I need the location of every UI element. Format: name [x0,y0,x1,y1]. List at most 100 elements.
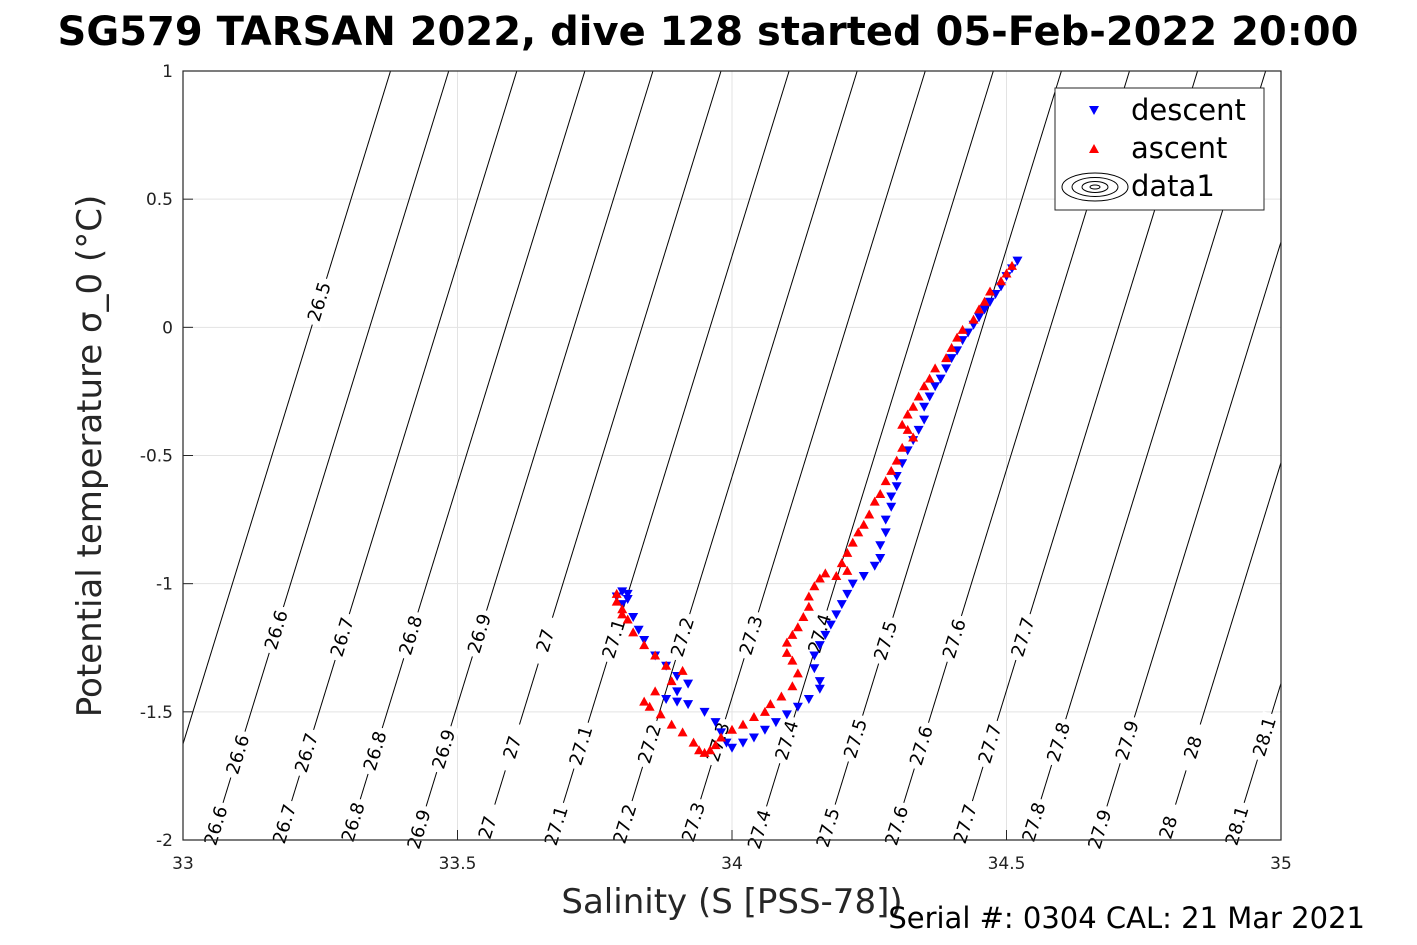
ascent-point [798,611,809,621]
y-tick-label: -1 [156,575,173,595]
descent-point [814,641,825,651]
isopycnal-26.9 [415,71,654,840]
ascent-point [952,332,963,342]
ascent-point [853,527,864,537]
ascent-point [617,609,628,619]
ascent-point [737,719,748,729]
descent-point [831,610,842,620]
data-series [611,256,1023,757]
isopycnal-label-bottom-gap [200,800,232,852]
ascent-point [748,711,759,721]
ascent-point [787,629,798,639]
descent-point [842,589,853,599]
legend-data1-icon [1061,172,1129,202]
ascent-point [639,696,650,706]
descent-point [880,515,891,525]
isopycnal-label-middle-gap [222,728,254,781]
isopycnal-label-bottom-gap [403,803,435,855]
descent-point [683,700,694,710]
legend-descent-marker [1089,106,1099,115]
isopycnal-label-middle-gap [771,714,803,766]
ascent-point [930,363,941,373]
descent-point [622,589,633,599]
ascent-point [781,647,792,657]
ascent-point [968,314,979,324]
descent-point [820,630,831,640]
ascent-point [644,701,655,711]
isopycnal-27.5 [823,71,1062,840]
ascent-point [869,496,880,506]
descent-point [748,733,759,743]
ascent-point [820,568,831,578]
ascent-point [699,747,710,757]
descent-point [759,725,770,735]
isopycnal-label-middle-gap [1177,721,1209,774]
isopycnal-label-middle-gap [565,720,597,772]
ascent-point [941,353,952,363]
descent-point [672,687,683,697]
descent-point [847,579,858,589]
descent-point [633,625,644,635]
ascent-point [1001,268,1012,278]
isopycnal-label-middle-gap [702,716,734,768]
descent-point [858,571,869,581]
ascent-point [666,719,677,729]
legend-ascent-marker [1089,144,1099,153]
ascent-point [913,391,924,401]
descent-point [814,677,825,687]
ascent-point [946,342,957,352]
descent-point [617,587,628,597]
ascent-point [716,732,727,742]
isopycnal-28 [1164,460,1281,840]
ascent-point [809,581,820,591]
isopycnal-label-middle-gap [905,720,938,772]
descent-point [875,541,886,551]
isopycnal-label-middle-gap [290,727,323,779]
isopycnal-label-middle-gap [1111,714,1143,766]
descent-point [727,743,737,753]
isopycnal-label-top-gap [598,613,630,665]
isopycnal-label-bottom-gap [1018,796,1050,848]
isopycnal-label-middle-gap [1248,711,1281,763]
ascent-point [974,304,985,314]
ascent-point [897,419,908,429]
y-axis-ticks: 1 0.5 0 -0.5 -1 -1.5 -2 [140,62,193,851]
legend: descent ascent data1 [1054,87,1265,211]
ascent-point [776,691,787,701]
isopycnal-label-middle-gap [359,725,391,777]
descent-point [941,364,952,374]
descent-point [886,492,897,502]
isopycnal-label-top-gap [870,615,902,667]
y-axis-label: Potential temperature σ_0 (°C) [70,195,110,718]
isopycnal-27 [483,71,722,840]
ascent-point [842,547,853,557]
descent-point [622,595,633,605]
descent-point [672,697,683,707]
isopycnal-label-top-gap [326,611,358,663]
ascent-point [710,740,721,750]
isopycnal-27.3 [687,71,926,840]
ascent-point [803,601,814,611]
ascent-point [787,681,798,691]
isopycnal-labels: 26.6 26.7 26.8 26.9 27 27.1 27.2 27.3 27.4 27.5 27… [200,276,1281,855]
isopycnal-label-top-gap [938,613,971,665]
descent-point [880,528,891,538]
isopycnal-label-bottom-gap [609,798,641,850]
ascent-point [847,537,858,547]
descent-point [875,554,886,564]
descent-point [825,620,836,630]
isopycnal-label-middle-gap [428,723,460,775]
ascent-point [792,668,803,678]
y-tick-label: -2 [156,831,173,851]
isopycnal-26.8 [347,71,586,840]
ascent-point [858,519,869,529]
y-tick-label: 0 [162,318,173,338]
descent-point [891,482,902,492]
isopycnal-label-bottom-gap [881,800,913,852]
descent-point [930,382,941,392]
ascent-point [908,401,919,411]
x-tick-label: 33 [172,854,194,874]
ascent-point [902,424,913,434]
ascent-point [908,432,919,442]
descent-point [836,600,847,610]
